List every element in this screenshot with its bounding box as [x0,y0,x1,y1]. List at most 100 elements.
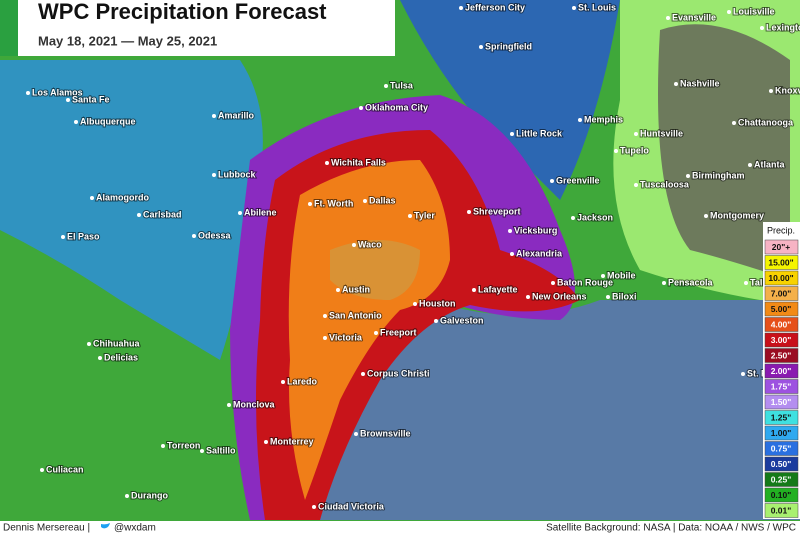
city-dot [578,118,582,122]
legend-label: 5.00" [771,304,792,314]
city-dot [614,149,618,153]
city-dot [571,216,575,220]
city-dot [264,440,268,444]
city-dot [434,319,438,323]
city-dot [601,274,605,278]
legend-swatch [764,270,799,286]
legend-label: 15.00" [768,257,793,267]
city-label: Montgomery [710,210,764,220]
city-label: Monterrey [270,436,314,446]
city-label: Chattanooga [738,117,794,127]
city-label: Santa Fe [72,94,110,104]
city-label: Vicksburg [514,225,557,235]
city-label: Greenville [556,175,600,185]
city-label: San Antonio [329,310,382,320]
legend-swatch [764,363,799,379]
legend-swatch [764,456,799,472]
city-label: Amarillo [218,110,255,120]
city-dot [467,210,471,214]
city-dot [281,380,285,384]
city-label: Pensacola [668,277,714,287]
author: Dennis Mersereau | [3,523,90,533]
legend-label: 0.75" [771,443,792,453]
city-label: Los Alamos [32,87,83,97]
city-label: Chihuahua [93,338,140,348]
city-label: Lafayette [478,284,518,294]
city-dot [760,26,764,30]
city-dot [200,449,204,453]
legend-label: 4.00" [771,319,792,329]
city-dot [26,91,30,95]
credits: Satellite Background: NASA | Data: NOAA … [546,523,796,533]
legend-label: 7.00" [771,288,792,298]
city-dot [551,281,555,285]
city-label: New Orleans [532,291,587,301]
city-dot [741,372,745,376]
city-dot [336,288,340,292]
city-dot [238,211,242,215]
city-dot [312,505,316,509]
city-dot [61,235,65,239]
legend-swatch [764,255,799,270]
city-label: Victoria [329,332,363,342]
legend-label: 0.10" [771,490,792,500]
city-dot [413,302,417,306]
city-label: Ft. Worth [314,198,353,208]
city-dot [572,6,576,10]
city-label: Ciudad Victoria [318,501,385,511]
city-label: Baton Rouge [557,277,613,287]
city-label: Tyler [414,210,435,220]
legend-swatch [764,425,799,441]
city-label: Alamogordo [96,192,150,202]
city-dot [98,356,102,360]
city-label: Biloxi [612,291,637,301]
city-dot [472,288,476,292]
city-label: Oklahoma City [365,102,428,112]
legend-label: 0.25" [771,474,792,484]
city-dot [748,163,752,167]
city-dot [161,444,165,448]
city-dot [125,494,129,498]
date-range: May 18, 2021 — May 25, 2021 [38,33,217,48]
city-dot [606,295,610,299]
city-dot [634,132,638,136]
city-label: Odessa [198,230,232,240]
city-label: Shreveport [473,206,521,216]
city-label: El Paso [67,231,100,241]
city-label: Austin [342,284,370,294]
city-label: Culiacan [46,464,84,474]
city-dot [354,432,358,436]
city-dot [662,281,666,285]
city-label: Tuscaloosa [640,179,690,189]
city-dot [634,183,638,187]
city-dot [727,10,731,14]
legend-swatch [764,472,799,487]
city-label: Saltillo [206,445,236,455]
city-dot [137,213,141,217]
legend-label: 0.01" [771,505,792,515]
city-dot [769,89,773,93]
city-dot [508,229,512,233]
legend-label: 2.00" [771,366,792,376]
city-label: Houston [419,298,456,308]
city-label: Tall [750,277,765,287]
title: WPC Precipitation Forecast [38,0,327,24]
city-label: Nashville [680,78,720,88]
legend-swatch [764,503,799,518]
legend-swatch [764,317,799,332]
city-label: Tulsa [390,80,414,90]
city-dot [510,252,514,256]
legend-swatch [764,379,799,394]
city-dot [308,202,312,206]
legend-swatch [764,487,799,503]
city-dot [66,98,70,102]
city-label: Carlsbad [143,209,182,219]
city-label: Delicias [104,352,138,362]
city-dot [384,84,388,88]
legend-label: 1.50" [771,397,792,407]
legend-swatch [764,286,799,301]
city-dot [87,342,91,346]
city-dot [323,336,327,340]
legend-swatch [764,410,799,425]
